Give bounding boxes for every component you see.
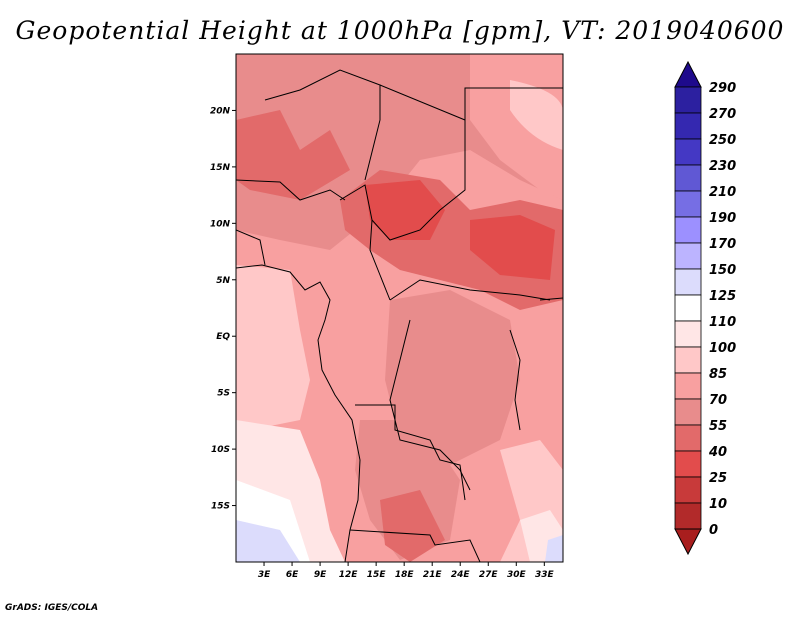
- colorbar-label: 85: [709, 367, 727, 382]
- colorbar-swatch: [674, 216, 702, 244]
- map-frame: [235, 53, 564, 563]
- colorbar-label: 125: [709, 289, 736, 304]
- x-tick-label: 30E: [507, 570, 527, 580]
- y-tick-label: 10N: [210, 219, 231, 229]
- colorbar-label: 210: [709, 185, 736, 200]
- x-tick-label: 18E: [395, 570, 415, 580]
- colorbar-swatch: [674, 164, 702, 192]
- y-tick-label: 5N: [216, 276, 230, 286]
- colorbar-swatch: [674, 138, 702, 166]
- x-axis-ticks: 3E 6E 9E 12E 15E 18E 21E 24E 27E 30E 33E: [258, 562, 555, 580]
- x-tick-label: 33E: [535, 570, 555, 580]
- x-tick-label: 21E: [423, 570, 443, 580]
- colorbar-swatch: [674, 112, 702, 140]
- x-tick-label: 15E: [367, 570, 387, 580]
- x-tick-label: 12E: [339, 570, 359, 580]
- colorbar-swatch: [674, 242, 702, 270]
- colorbar-label: 70: [709, 393, 727, 408]
- y-tick-label: 15S: [211, 502, 230, 512]
- colorbar-swatch: [674, 372, 702, 400]
- colorbar-swatch: [674, 450, 702, 478]
- y-axis-ticks: 20N 15N 10N 5N EQ 5S 10S 15S: [210, 106, 236, 512]
- colorbar-swatch: [674, 86, 702, 114]
- colorbar-label: 270: [709, 107, 736, 122]
- colorbar-label: 170: [709, 237, 736, 252]
- colorbar-swatch: [674, 502, 702, 530]
- colorbar-label: 230: [709, 159, 736, 174]
- colorbar-label: 110: [709, 315, 736, 330]
- colorbar-label: 190: [709, 211, 736, 226]
- colorbar-swatch: [674, 476, 702, 504]
- colorbar-upper-triangle: [674, 60, 702, 88]
- y-tick-label: 5S: [217, 389, 230, 399]
- chart-title: Geopotential Height at 1000hPa [gpm], VT…: [15, 16, 785, 45]
- colorbar-label: 150: [709, 263, 736, 278]
- colorbar-label: 10: [709, 497, 727, 512]
- map-field: [236, 54, 563, 562]
- colorbar-swatch: [674, 346, 702, 374]
- colorbar: 2902702502302101901701501251101008570554…: [674, 60, 736, 556]
- grads-credit: GrADS: IGES/COLA: [5, 603, 99, 613]
- x-tick-label: 9E: [314, 570, 327, 580]
- colorbar-label: 25: [709, 471, 727, 486]
- colorbar-label: 290: [709, 81, 736, 96]
- colorbar-lower-triangle: [674, 528, 702, 556]
- country-borders: [236, 69, 563, 562]
- colorbar-swatch: [674, 268, 702, 296]
- colorbar-label: 55: [709, 419, 727, 434]
- colorbar-swatch: [674, 320, 702, 348]
- y-tick-label: 20N: [210, 106, 231, 116]
- colorbar-swatch: [674, 398, 702, 426]
- y-tick-label: EQ: [216, 332, 230, 342]
- colorbar-label: 250: [709, 133, 736, 148]
- colorbar-label: 100: [709, 341, 736, 356]
- x-tick-label: 6E: [286, 570, 299, 580]
- x-tick-label: 24E: [451, 570, 471, 580]
- colorbar-label: 40: [708, 445, 727, 460]
- x-tick-label: 3E: [258, 570, 271, 580]
- y-tick-label: 10S: [211, 445, 230, 455]
- x-tick-label: 27E: [479, 570, 499, 580]
- colorbar-swatch: [674, 190, 702, 218]
- y-tick-label: 15N: [210, 163, 231, 173]
- colorbar-swatch: [674, 294, 702, 322]
- colorbar-swatch: [674, 424, 702, 452]
- colorbar-label: 0: [709, 523, 718, 538]
